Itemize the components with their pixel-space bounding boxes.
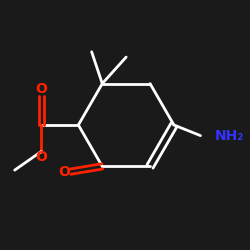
Text: O: O <box>35 150 47 164</box>
Text: O: O <box>58 165 70 179</box>
Text: NH₂: NH₂ <box>215 128 244 142</box>
Text: O: O <box>35 82 47 96</box>
